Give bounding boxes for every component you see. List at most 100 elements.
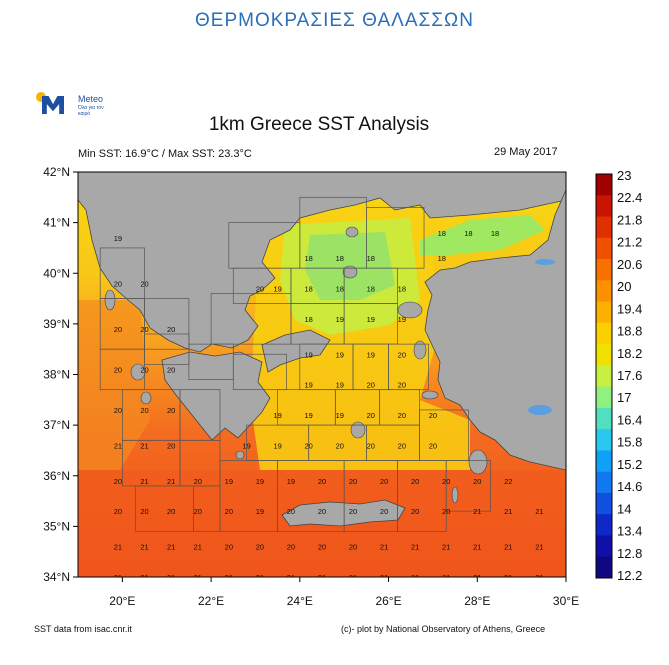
sst-cell-value: 21 bbox=[114, 573, 122, 582]
sst-cell-value: 18 bbox=[305, 254, 313, 263]
land-balkans bbox=[78, 172, 566, 353]
sst-cell-value: 21 bbox=[504, 507, 512, 516]
sst-cell-value: 19 bbox=[256, 477, 264, 486]
sst-cell-value: 19 bbox=[114, 234, 122, 243]
sst-cell-value: 21 bbox=[287, 573, 295, 582]
sst-cell-value: 21 bbox=[225, 573, 233, 582]
sst-cell-value: 20 bbox=[114, 477, 122, 486]
grid-box bbox=[144, 333, 190, 365]
lat-tick-label: 41°N bbox=[43, 216, 70, 230]
sst-cell-value: 20 bbox=[140, 325, 148, 334]
colorbar-label: 23 bbox=[617, 168, 631, 183]
island-lesbos bbox=[397, 301, 423, 319]
sst-cell-value: 20 bbox=[411, 507, 419, 516]
lat-tick-label: 42°N bbox=[43, 165, 70, 179]
sst-cell-value: 20 bbox=[398, 381, 406, 390]
sst-cell-value: 21 bbox=[473, 573, 481, 582]
sst-cell-value: 21 bbox=[140, 441, 148, 450]
colorbar-label: 16.4 bbox=[617, 412, 642, 427]
logo-tagline: Όλα για τον καιρό bbox=[78, 105, 104, 117]
sst-cell-value: 20 bbox=[114, 279, 122, 288]
sst-cell-value: 20 bbox=[429, 441, 437, 450]
colorbar-label: 12.8 bbox=[617, 546, 642, 561]
sst-cell-value: 21 bbox=[380, 543, 388, 552]
island-samos bbox=[421, 390, 439, 400]
lon-tick-label: 26°E bbox=[375, 594, 401, 608]
sst-cell-value: 20 bbox=[367, 441, 375, 450]
colorbar-label: 20.6 bbox=[617, 257, 642, 272]
island-naxos bbox=[350, 421, 366, 439]
colorbar-label: 18.8 bbox=[617, 324, 642, 339]
island-chios bbox=[413, 340, 427, 360]
colorbar-segment bbox=[596, 492, 612, 515]
sst-cell-value: 18 bbox=[367, 254, 375, 263]
sst-cell-value: 19 bbox=[367, 315, 375, 324]
lat-tick-label: 40°N bbox=[43, 266, 70, 280]
sst-cell-values: 19 20 20 20 20 20 20 20 20 20 20 20 21 21 20 20 21 21 20 19… bbox=[114, 229, 544, 582]
sst-cell-value: 20 bbox=[167, 406, 175, 415]
grid-box bbox=[419, 409, 469, 461]
sst-cell-value: 19 bbox=[273, 411, 281, 420]
sst-cell-value: 19 bbox=[336, 381, 344, 390]
sst-cell-value: 20 bbox=[194, 477, 202, 486]
colorbar-label: 18.2 bbox=[617, 346, 642, 361]
sst-cell-value: 20 bbox=[256, 284, 264, 293]
colorbar-segment bbox=[596, 344, 612, 366]
sst-cell-value: 21 bbox=[473, 543, 481, 552]
sst-cell-value: 21 bbox=[140, 543, 148, 552]
sst-cell-value: 18 bbox=[336, 254, 344, 263]
sst-cell-value: 20 bbox=[367, 411, 375, 420]
meteo-logo[interactable]: Meteo Όλα για τον καιρό bbox=[36, 92, 126, 122]
sst-cell-value: 21 bbox=[349, 573, 357, 582]
lake bbox=[535, 259, 555, 265]
lat-tick-label: 35°N bbox=[43, 519, 70, 533]
land-crete bbox=[281, 499, 406, 527]
sst-cell-value: 18 bbox=[305, 315, 313, 324]
sst-cell-value: 19 bbox=[305, 350, 313, 359]
grid-box bbox=[366, 207, 425, 269]
sst-cell-value: 18 bbox=[367, 284, 375, 293]
grid-box bbox=[232, 353, 287, 391]
colorbar-segment bbox=[596, 174, 612, 196]
sst-cell-value: 20 bbox=[380, 477, 388, 486]
land-turkey bbox=[424, 189, 566, 471]
sst-cell-value: 19 bbox=[336, 350, 344, 359]
colorbar-segment bbox=[596, 514, 612, 536]
lon-tick-label: 28°E bbox=[464, 594, 490, 608]
sst-cell-value: 20 bbox=[349, 477, 357, 486]
lon-tick-label: 22°E bbox=[198, 594, 224, 608]
sst-cell-value: 18 bbox=[491, 229, 499, 238]
sea-marmara bbox=[420, 215, 545, 255]
island-karpathos bbox=[451, 486, 459, 504]
sst-cell-value: 21 bbox=[473, 507, 481, 516]
colorbar: 23 22.4 21.8 21.2 20.6 20 19.4 18.8 18.2 17.6 17 16… bbox=[595, 168, 642, 583]
sst-cell-value: 21 bbox=[535, 507, 543, 516]
colorbar-segment bbox=[596, 429, 612, 451]
plot-credit: (c)- plot by National Observatory of Ath… bbox=[341, 624, 546, 634]
sst-cell-value: 20 bbox=[287, 507, 295, 516]
sst-cell-value: 19 bbox=[305, 411, 313, 420]
colorbar-label: 20 bbox=[617, 279, 631, 294]
sst-cell-value: 20 bbox=[114, 406, 122, 415]
sst-cell-value: 21 bbox=[140, 573, 148, 582]
colorbar-label: 14 bbox=[617, 501, 631, 516]
sst-cell-value: 21 bbox=[504, 573, 512, 582]
sst-cell-value: 21 bbox=[256, 573, 264, 582]
sst-cell-value: 20 bbox=[256, 543, 264, 552]
sst-cell-value: 19 bbox=[242, 441, 250, 450]
island-lemnos bbox=[342, 265, 358, 279]
sst-cell-value: 20 bbox=[140, 406, 148, 415]
sst-cell-value: 18 bbox=[438, 254, 446, 263]
sst-cell-value: 20 bbox=[114, 365, 122, 374]
sst-cell-value: 20 bbox=[429, 411, 437, 420]
sst-cell-value: 20 bbox=[442, 507, 450, 516]
sst-cell-value: 18 bbox=[305, 284, 313, 293]
lat-tick-label: 37°N bbox=[43, 418, 70, 432]
sst-cell-value: 20 bbox=[140, 507, 148, 516]
colorbar-segment bbox=[596, 322, 612, 345]
lat-tick-label: 36°N bbox=[43, 469, 70, 483]
sst-cell-value: 20 bbox=[225, 543, 233, 552]
sst-cell-value: 21 bbox=[167, 543, 175, 552]
sst-cell-value: 20 bbox=[167, 325, 175, 334]
analysis-grid-boxes bbox=[99, 196, 491, 532]
